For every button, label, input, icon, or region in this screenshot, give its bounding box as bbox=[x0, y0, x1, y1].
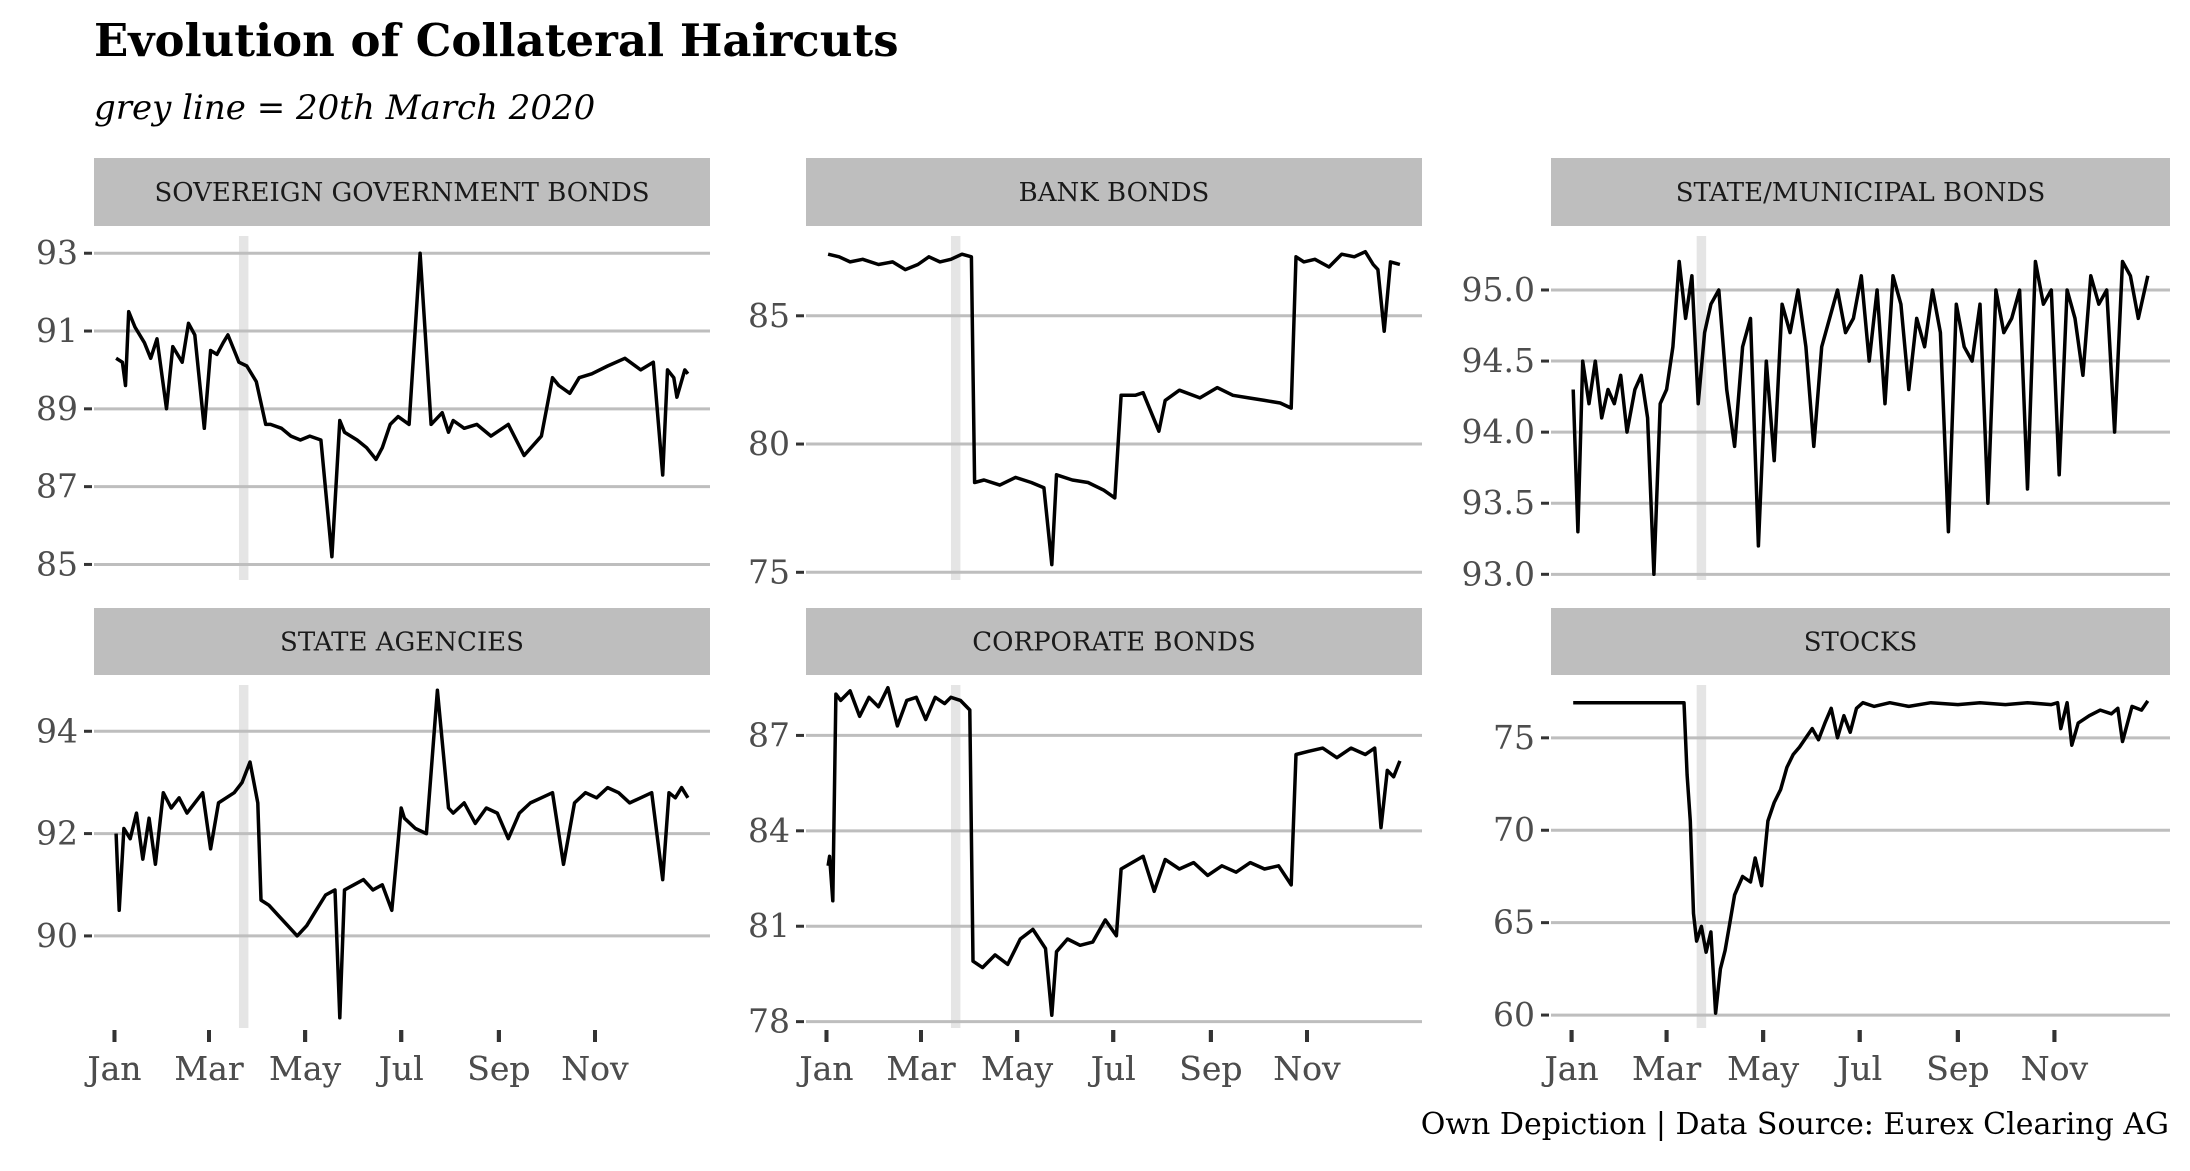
x-tick-label: Mar bbox=[174, 1049, 243, 1088]
facet-strip-label: CORPORATE BONDS bbox=[972, 628, 1255, 658]
x-tick-label: Jan bbox=[1541, 1049, 1598, 1088]
facet-strip bbox=[94, 158, 710, 226]
series-line bbox=[1573, 699, 2150, 1015]
facet-strip-label: STOCKS bbox=[1804, 628, 1918, 658]
y-tick-label: 60 bbox=[1493, 995, 1535, 1034]
x-tick-label: Sep bbox=[467, 1049, 530, 1088]
y-tick-label: 91 bbox=[36, 311, 78, 350]
x-tick-label: Jul bbox=[1834, 1049, 1882, 1088]
x-tick-label: Jan bbox=[796, 1049, 853, 1088]
series-line bbox=[115, 251, 690, 559]
series-line bbox=[826, 685, 1402, 1018]
y-tick-label: 85 bbox=[36, 544, 78, 583]
x-tick-label: Jul bbox=[376, 1049, 424, 1088]
x-tick-label: Nov bbox=[1273, 1049, 1341, 1088]
x-tick-label: Sep bbox=[1926, 1049, 1989, 1088]
x-tick-label: May bbox=[269, 1049, 341, 1088]
y-tick-label: 93.5 bbox=[1462, 483, 1535, 522]
x-tick-label: Jul bbox=[1088, 1049, 1136, 1088]
x-tick-label: Mar bbox=[1632, 1049, 1701, 1088]
y-tick-label: 81 bbox=[748, 906, 790, 945]
x-tick-label: May bbox=[1727, 1049, 1799, 1088]
y-tick-label: 93.0 bbox=[1462, 554, 1535, 593]
y-tick-label: 95.0 bbox=[1462, 270, 1535, 309]
x-tick-label: Nov bbox=[2021, 1049, 2089, 1088]
highlight-band bbox=[950, 685, 961, 1028]
y-tick-label: 65 bbox=[1493, 903, 1535, 942]
x-tick-label: Nov bbox=[561, 1049, 629, 1088]
chart-title: Evolution of Collateral Haircuts bbox=[94, 14, 899, 67]
y-tick-label: 93 bbox=[36, 233, 78, 272]
facet-strip bbox=[806, 158, 1422, 226]
highlight-band bbox=[238, 685, 249, 1028]
x-tick-label: Nov bbox=[1273, 1049, 1341, 1088]
x-tick-label: Jul bbox=[1088, 1049, 1136, 1088]
y-tick-label: 75 bbox=[1493, 718, 1535, 757]
y-tick-label: 94.0 bbox=[1462, 412, 1535, 451]
y-tick-label: 87 bbox=[36, 467, 78, 506]
y-tick-label: 80 bbox=[748, 424, 790, 463]
x-tick-label: Jan bbox=[1541, 1049, 1598, 1088]
highlight-band bbox=[1696, 236, 1707, 580]
y-tick-label: 84 bbox=[748, 811, 790, 850]
x-tick-label: May bbox=[981, 1049, 1053, 1088]
x-tick-label: Mar bbox=[886, 1049, 955, 1088]
facet-strip bbox=[1551, 158, 2170, 226]
y-tick-label: 90 bbox=[36, 916, 78, 955]
facet-strip bbox=[1551, 608, 2170, 675]
facet-strip bbox=[806, 608, 1422, 675]
y-tick-label: 75 bbox=[748, 552, 790, 591]
facet-strip-label: STATE/MUNICIPAL BONDS bbox=[1676, 178, 2046, 208]
facet-strip-label: STATE AGENCIES bbox=[280, 628, 524, 658]
y-tick-label: 87 bbox=[748, 715, 790, 754]
x-tick-label: Nov bbox=[561, 1049, 629, 1088]
x-tick-label: Sep bbox=[1179, 1049, 1242, 1088]
series-line bbox=[827, 249, 1401, 567]
facet-strip-label: SOVEREIGN GOVERNMENT BONDS bbox=[154, 178, 649, 208]
highlight-band bbox=[1696, 685, 1707, 1028]
series-line bbox=[1571, 259, 2150, 577]
x-tick-label: Jan bbox=[84, 1049, 141, 1088]
x-tick-label: May bbox=[1727, 1049, 1799, 1088]
x-tick-label: Mar bbox=[886, 1049, 955, 1088]
y-tick-label: 94.5 bbox=[1462, 341, 1535, 380]
x-tick-label: Jul bbox=[1834, 1049, 1882, 1088]
chart-caption: Own Depiction | Data Source: Eurex Clear… bbox=[1420, 1107, 2169, 1142]
x-tick-label: Mar bbox=[174, 1049, 243, 1088]
facet-strip bbox=[94, 608, 710, 675]
x-tick-label: Sep bbox=[1926, 1049, 1989, 1088]
x-tick-label: May bbox=[981, 1049, 1053, 1088]
y-tick-label: 78 bbox=[748, 1002, 790, 1041]
x-tick-label: Mar bbox=[1632, 1049, 1701, 1088]
x-tick-label: Jan bbox=[84, 1049, 141, 1088]
y-tick-label: 89 bbox=[36, 389, 78, 428]
chart-subtitle: grey line = 20th March 2020 bbox=[94, 88, 596, 128]
x-tick-label: Jan bbox=[796, 1049, 853, 1088]
x-tick-label: Sep bbox=[467, 1049, 530, 1088]
y-tick-label: 92 bbox=[36, 814, 78, 853]
series-line bbox=[114, 688, 690, 1020]
x-tick-label: Nov bbox=[2021, 1049, 2089, 1088]
x-tick-label: Sep bbox=[1179, 1049, 1242, 1088]
y-tick-label: 70 bbox=[1493, 810, 1535, 849]
y-tick-label: 94 bbox=[36, 711, 78, 750]
x-tick-label: May bbox=[269, 1049, 341, 1088]
x-tick-label: Jul bbox=[376, 1049, 424, 1088]
y-tick-label: 85 bbox=[748, 296, 790, 335]
highlight-band bbox=[950, 236, 961, 580]
facet-strip-label: BANK BONDS bbox=[1019, 178, 1210, 208]
